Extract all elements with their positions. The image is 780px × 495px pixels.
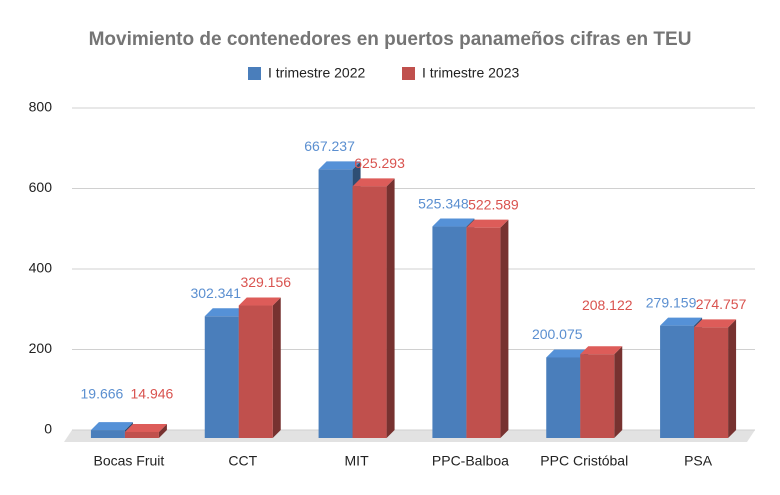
bar-front bbox=[318, 169, 353, 438]
bar bbox=[352, 178, 395, 438]
bar-side bbox=[500, 219, 509, 438]
bar-top bbox=[238, 297, 281, 306]
bar-front bbox=[124, 431, 159, 438]
bar-side bbox=[272, 297, 281, 438]
bar bbox=[124, 423, 167, 438]
chart-title: Movimiento de contenedores en puertos pa… bbox=[89, 29, 692, 50]
bar-top bbox=[318, 161, 361, 170]
bar-top bbox=[90, 422, 133, 431]
bar-front bbox=[466, 227, 501, 438]
y-tick-label: 400 bbox=[29, 260, 53, 276]
legend: I trimestre 2022 I trimestre 2023 bbox=[248, 65, 519, 81]
bar-front bbox=[660, 325, 695, 438]
y-tick-label: 800 bbox=[29, 99, 53, 115]
bar-front bbox=[238, 305, 273, 438]
bar-top bbox=[432, 218, 475, 227]
bar-top bbox=[694, 319, 737, 328]
x-tick-label: Bocas Fruit bbox=[94, 453, 165, 469]
bar-top bbox=[204, 308, 247, 317]
bar bbox=[580, 346, 623, 438]
bar-front bbox=[432, 226, 467, 438]
legend-swatch bbox=[248, 67, 261, 80]
bar-front bbox=[352, 186, 387, 438]
bar bbox=[466, 219, 509, 438]
bar-front bbox=[204, 316, 239, 438]
data-label: 525.348 bbox=[418, 195, 469, 211]
floor bbox=[64, 430, 755, 442]
x-tick-label: MIT bbox=[345, 453, 370, 469]
data-label: 329.156 bbox=[240, 274, 291, 290]
bar-top bbox=[466, 219, 509, 228]
y-tick-label: 600 bbox=[29, 179, 53, 195]
bar-front bbox=[546, 357, 581, 438]
bar-side bbox=[386, 178, 395, 438]
bar-front bbox=[694, 327, 729, 438]
x-tick-label: PPC Cristóbal bbox=[540, 453, 628, 469]
legend-swatch bbox=[402, 67, 415, 80]
bar-front bbox=[90, 430, 125, 438]
bar-top bbox=[660, 317, 703, 326]
bar-top bbox=[352, 178, 395, 187]
y-tick-label: 0 bbox=[44, 421, 52, 437]
data-label: 625.293 bbox=[354, 155, 405, 171]
bar-side bbox=[158, 423, 167, 438]
bar-front bbox=[580, 354, 615, 438]
data-label: 522.589 bbox=[468, 196, 519, 212]
bar bbox=[694, 319, 737, 438]
data-label: 302.341 bbox=[190, 285, 241, 301]
x-tick-label: PPC-Balboa bbox=[432, 453, 509, 469]
x-tick-label: PSA bbox=[684, 453, 713, 469]
data-label: 200.075 bbox=[532, 326, 583, 342]
bar-top bbox=[580, 346, 623, 355]
data-label: 279.159 bbox=[646, 294, 697, 310]
y-tick-label: 200 bbox=[29, 340, 53, 356]
bar-side bbox=[614, 346, 623, 438]
legend-label: I trimestre 2022 bbox=[268, 65, 365, 81]
data-label: 208.122 bbox=[582, 297, 633, 313]
bar-top bbox=[124, 423, 167, 432]
bar-side bbox=[728, 319, 737, 438]
bar-top bbox=[546, 349, 589, 358]
legend-label: I trimestre 2023 bbox=[422, 65, 519, 81]
bar bbox=[238, 297, 281, 438]
x-tick-label: CCT bbox=[228, 453, 257, 469]
data-label: 14.946 bbox=[131, 386, 174, 402]
data-label: 19.666 bbox=[81, 386, 124, 402]
data-label: 274.757 bbox=[696, 296, 747, 312]
data-label: 667.237 bbox=[304, 138, 355, 154]
